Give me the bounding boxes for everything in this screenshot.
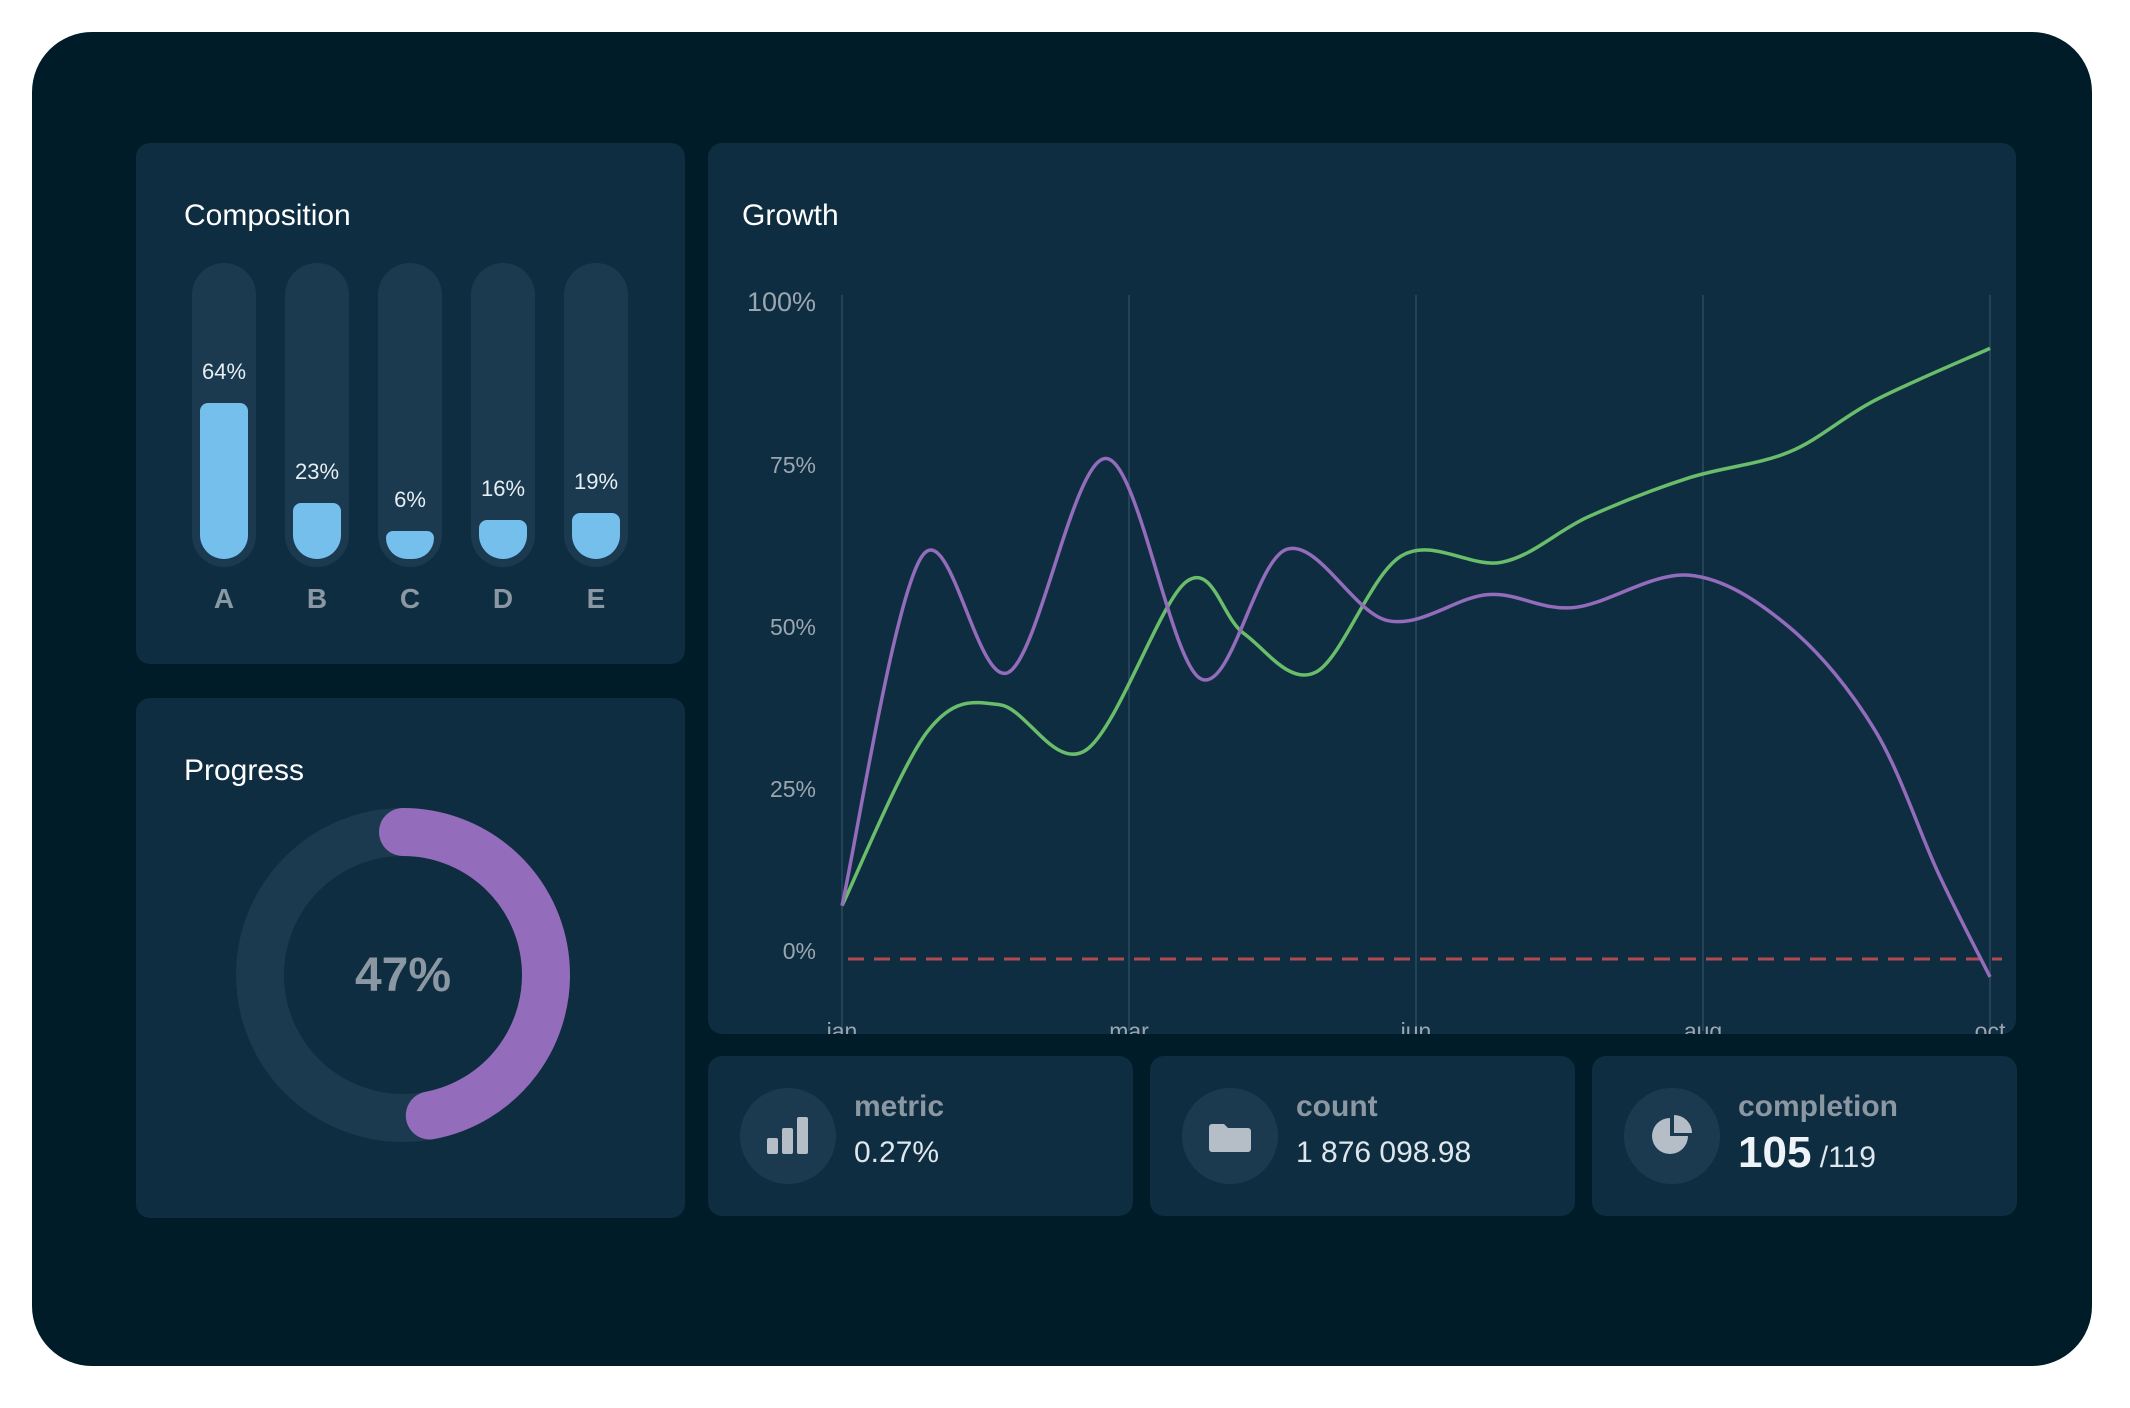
y-tick-label: 75% — [770, 452, 816, 478]
donut-progress-arc — [379, 808, 570, 1140]
progress-value: 47% — [354, 949, 452, 1002]
bar-track-d — [471, 263, 535, 567]
bar-e — [572, 512, 620, 559]
composition-title: Composition — [184, 199, 351, 232]
bar-value-label-d: 16% — [480, 476, 526, 501]
completion-value: 105 /119 — [1738, 1128, 1876, 1178]
bar-category-label-d: D — [492, 583, 514, 614]
bar-category-label-c: C — [399, 583, 421, 614]
bar-chart-icon — [740, 1088, 836, 1184]
completion-total: /119 — [1819, 1141, 1876, 1174]
bar-track-a — [192, 263, 256, 567]
bar-value-label-a: 64% — [201, 359, 247, 384]
count-stat-card: count 1 876 098.98 — [1150, 1056, 1575, 1216]
bar-value-label-b: 23% — [294, 458, 340, 484]
bar-track-b — [285, 263, 349, 567]
x-tick-label-oct: oct — [1975, 1018, 2006, 1034]
metric-label: metric — [854, 1090, 945, 1123]
y-tick-label: 100% — [747, 287, 816, 317]
bar-d — [479, 520, 527, 559]
series-line-2 — [840, 456, 1992, 978]
y-tick-label: 0% — [783, 938, 816, 964]
bar-category-label-e: E — [586, 583, 606, 614]
x-tick-label-jan: jan — [826, 1018, 858, 1034]
folder-icon — [1182, 1088, 1278, 1184]
y-tick-label: 25% — [770, 776, 816, 802]
bar-category-label-a: A — [213, 583, 235, 614]
pie-chart-icon — [1624, 1088, 1720, 1184]
completion-label: completion — [1738, 1090, 1899, 1123]
bar-track-e — [564, 263, 628, 567]
dashboard-frame: Composition 64% A 23% B 6% C 16% D 19% E Progress… — [32, 32, 2092, 1366]
x-tick-label-jun: jun — [1400, 1018, 1432, 1034]
x-tick-label-mar: mar — [1109, 1018, 1149, 1034]
bar-category-label-b: B — [306, 583, 328, 614]
bar-a — [200, 403, 248, 559]
x-tick-label-aug: aug — [1684, 1018, 1722, 1034]
count-label: count — [1296, 1090, 1378, 1123]
count-value: 1 876 098.98 — [1296, 1136, 1472, 1169]
bar-value-label-e: 19% — [573, 468, 619, 494]
metric-stat-card: metric 0.27% — [708, 1056, 1133, 1216]
growth-title: Growth — [742, 199, 839, 232]
growth-card: Growth 0% 25% 50% 75% 100% jan mar jun aug oct — [708, 143, 2016, 1034]
bar-value-label-c: 6% — [394, 487, 426, 512]
series-line-1 — [840, 346, 1991, 907]
y-tick-label: 50% — [770, 614, 816, 640]
composition-card: Composition 64% A 23% B 6% C 16% D 19% E — [136, 143, 685, 664]
metric-value: 0.27% — [854, 1136, 940, 1169]
completion-count: 105 — [1738, 1128, 1812, 1177]
bar-c — [386, 531, 434, 559]
growth-chart: 0% 25% 50% 75% 100% jan mar jun aug oct — [747, 287, 2006, 1034]
progress-card: Progress 47% — [136, 698, 685, 1218]
progress-donut — [236, 808, 570, 1142]
progress-title: Progress — [184, 754, 305, 787]
bar-b — [293, 502, 341, 559]
completion-stat-card: completion 105 /119 — [1592, 1056, 2017, 1216]
bar-track-c — [378, 263, 442, 567]
